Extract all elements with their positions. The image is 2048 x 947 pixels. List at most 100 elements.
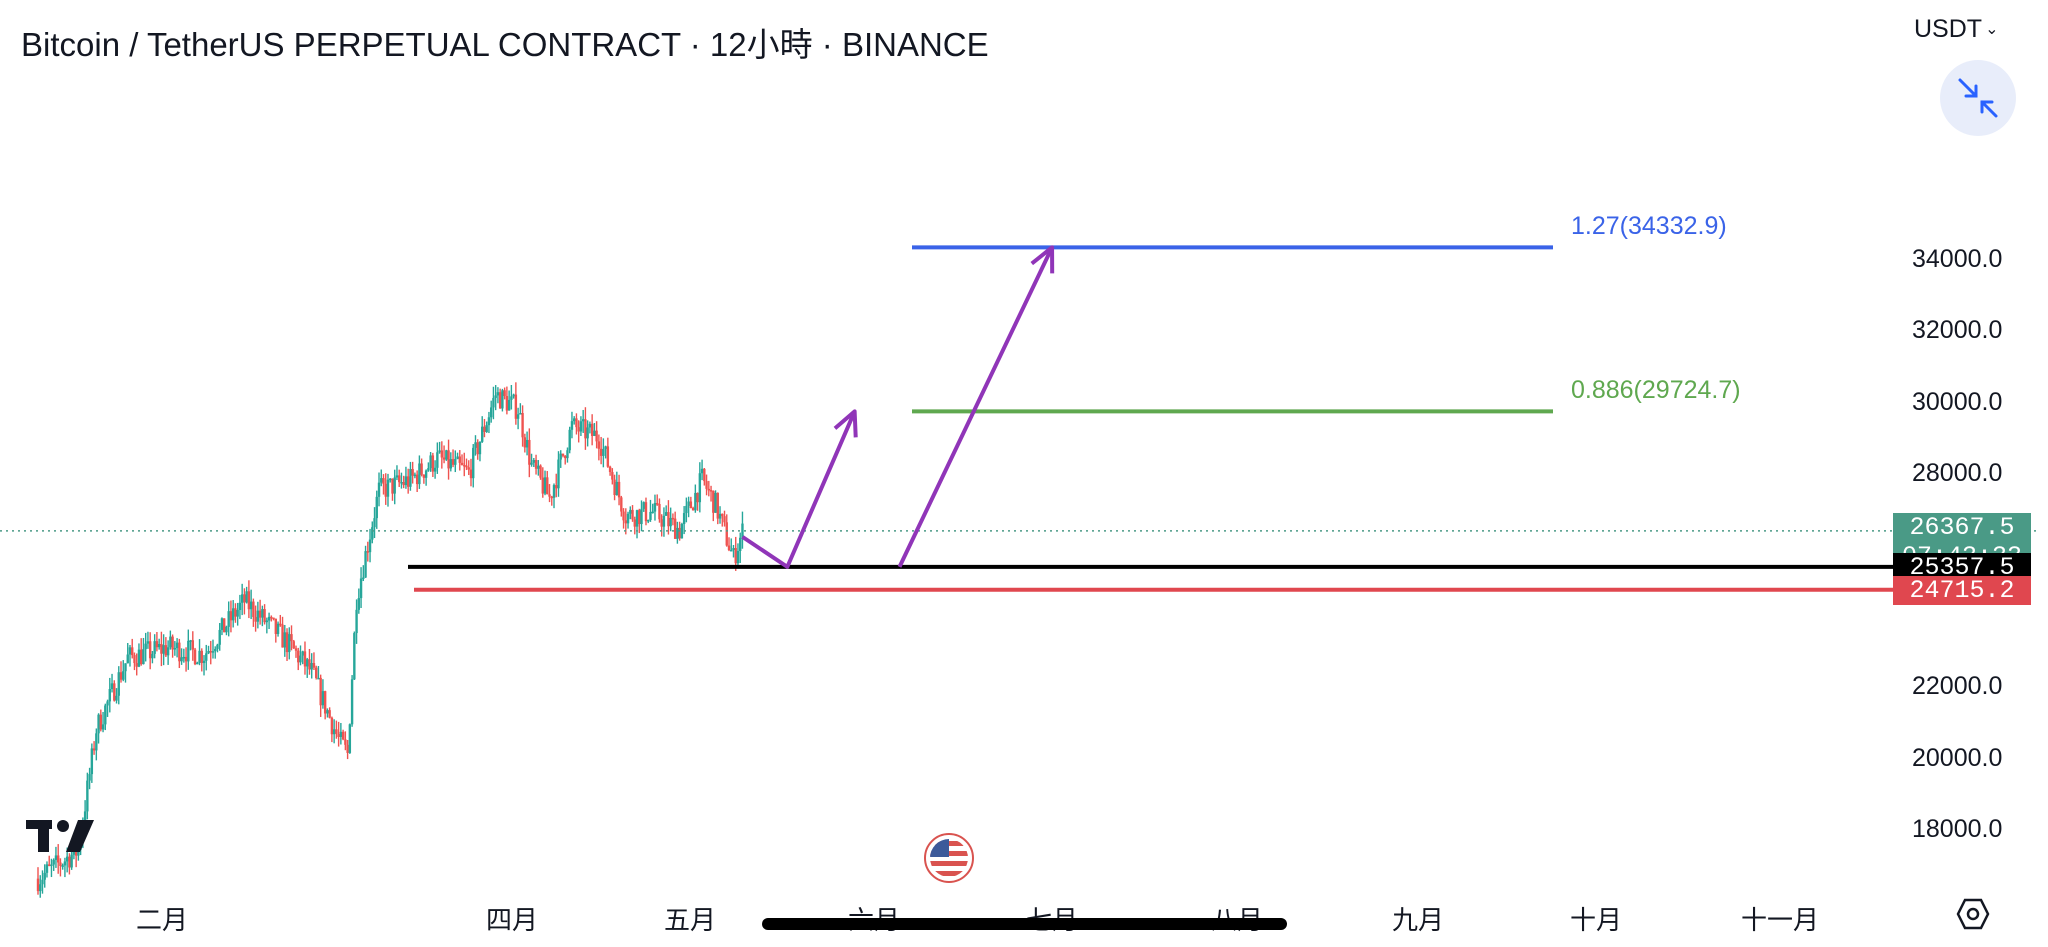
- chart-title: Bitcoin / TetherUS PERPETUAL CONTRACT · …: [21, 26, 989, 63]
- candle-body: [191, 640, 195, 650]
- candle-body: [252, 601, 255, 617]
- candle-body: [92, 748, 96, 751]
- candle-body: [635, 510, 639, 527]
- candle-body: [240, 594, 244, 603]
- last-price-tag-text: 26367.5: [1909, 512, 2015, 542]
- candle-body: [658, 504, 661, 520]
- candle-body: [101, 724, 105, 730]
- candle-body: [193, 649, 197, 665]
- candle-body: [368, 539, 372, 553]
- candle-body: [402, 482, 405, 486]
- candle-body: [458, 456, 461, 463]
- us-flag-icon[interactable]: [924, 833, 974, 888]
- candle-body: [236, 609, 239, 617]
- candle-body: [285, 632, 289, 653]
- candle-body: [721, 513, 724, 517]
- candle-body: [323, 691, 327, 714]
- candle-body: [56, 855, 60, 863]
- tradingview-logo-icon[interactable]: [26, 818, 96, 859]
- candle-body: [223, 618, 226, 633]
- candle-body: [433, 467, 437, 472]
- settings-hexagon-icon[interactable]: [1956, 897, 1990, 936]
- candle-body: [599, 448, 603, 456]
- candle-body: [539, 465, 542, 478]
- candle-body: [418, 463, 421, 485]
- candle-body: [640, 508, 643, 525]
- candle-body: [189, 640, 192, 642]
- candle-body: [602, 449, 605, 456]
- candle-body: [77, 849, 80, 856]
- candle-body: [319, 677, 322, 706]
- candle-body: [211, 651, 215, 653]
- candle-body: [555, 485, 558, 489]
- scroll-handle[interactable]: [762, 918, 1287, 930]
- candle-body: [41, 879, 44, 885]
- candle-body: [366, 551, 369, 553]
- candle-body: [153, 641, 156, 654]
- candle-body: [478, 441, 482, 455]
- candle-body: [243, 594, 246, 603]
- candle-body: [332, 729, 336, 735]
- candle-body: [294, 648, 298, 651]
- candle-body: [256, 610, 260, 622]
- candle-body: [404, 476, 408, 486]
- candle-body: [438, 450, 441, 453]
- collapse-arrows-icon: [1958, 78, 1998, 118]
- candle-body: [36, 878, 40, 892]
- candle-body: [310, 663, 313, 670]
- candle-body: [615, 481, 619, 496]
- candle-body: [166, 647, 170, 656]
- candle-body: [467, 467, 470, 470]
- candle-body: [723, 516, 726, 523]
- candle-body: [492, 397, 495, 408]
- candle-body: [263, 609, 266, 623]
- candle-body: [739, 537, 742, 551]
- candle-body: [667, 512, 670, 527]
- arrow-head-1: [833, 409, 858, 438]
- y-tick-label: 18000.0: [1912, 814, 2003, 843]
- candle-body: [389, 478, 392, 481]
- candle-body: [431, 455, 435, 472]
- candle-body: [485, 425, 488, 432]
- fib-label-1.27: 1.27(34332.9): [1571, 212, 1727, 241]
- candle-body: [698, 473, 702, 503]
- candle-body: [413, 474, 417, 477]
- candle-body: [398, 475, 401, 483]
- candle-body: [258, 610, 262, 618]
- candle-body: [716, 492, 719, 519]
- candle-body: [104, 705, 107, 725]
- candle-body: [541, 477, 544, 494]
- y-tick-label: 28000.0: [1912, 458, 2003, 487]
- candle-body: [483, 426, 486, 432]
- candle-body: [283, 632, 286, 648]
- candle-body: [626, 513, 630, 524]
- candle-body: [656, 503, 659, 505]
- candle-body: [597, 441, 601, 449]
- candle-body: [682, 513, 686, 525]
- candle-body: [274, 618, 278, 634]
- candle-body: [265, 620, 269, 623]
- candle-body: [647, 519, 650, 522]
- candle-body: [474, 442, 477, 448]
- candle-body: [429, 455, 432, 469]
- y-tick-label: 30000.0: [1912, 387, 2003, 416]
- candle-body: [400, 482, 403, 484]
- candle-body: [570, 421, 574, 430]
- candle-body: [175, 642, 179, 649]
- collapse-button[interactable]: [1940, 60, 2016, 136]
- candle-body: [272, 617, 275, 620]
- candle-body: [126, 654, 129, 664]
- candle-body: [691, 507, 695, 511]
- candle-body: [620, 497, 623, 512]
- candle-body: [380, 478, 383, 483]
- candle-body: [507, 399, 511, 411]
- candle-body: [685, 505, 688, 514]
- candle-body: [314, 667, 318, 678]
- candle-body: [694, 492, 697, 511]
- candle-body: [187, 640, 190, 662]
- currency-selector[interactable]: USDT ⌄: [1914, 15, 1998, 44]
- y-tick-label: 32000.0: [1912, 316, 2003, 345]
- candle-body: [341, 731, 345, 740]
- candle-body: [415, 474, 419, 485]
